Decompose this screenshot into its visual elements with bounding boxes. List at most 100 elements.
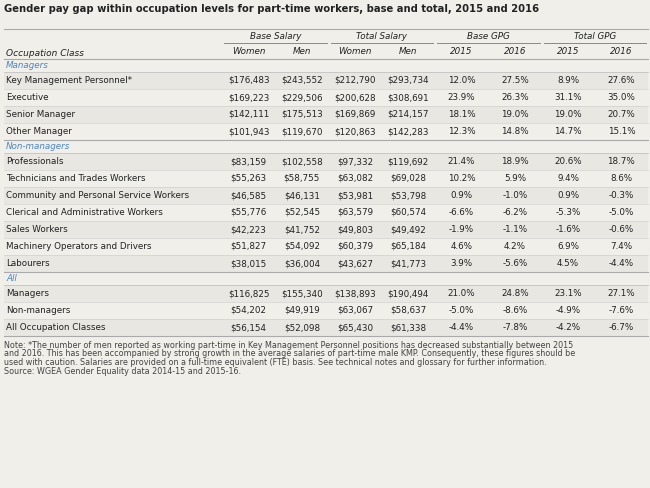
Text: $97,332: $97,332 — [337, 157, 373, 166]
Text: $38,015: $38,015 — [231, 259, 266, 268]
Text: 2016: 2016 — [610, 47, 632, 57]
Text: -4.4%: -4.4% — [609, 259, 634, 268]
Text: $43,627: $43,627 — [337, 259, 373, 268]
Text: $51,827: $51,827 — [231, 242, 266, 251]
Text: 10.2%: 10.2% — [448, 174, 475, 183]
Text: $190,494: $190,494 — [387, 289, 429, 298]
Text: 20.7%: 20.7% — [608, 110, 635, 119]
Text: 14.8%: 14.8% — [501, 127, 528, 136]
Text: $58,755: $58,755 — [283, 174, 320, 183]
Bar — [4, 106, 648, 123]
Text: Base GPG: Base GPG — [467, 32, 510, 41]
Text: -1.0%: -1.0% — [502, 191, 528, 200]
Text: Note: *The number of men reported as working part-time in Key Management Personn: Note: *The number of men reported as wor… — [4, 341, 573, 350]
Text: $200,628: $200,628 — [334, 93, 376, 102]
Text: Clerical and Administrative Workers: Clerical and Administrative Workers — [6, 208, 163, 217]
Text: $61,338: $61,338 — [390, 323, 426, 332]
Text: Labourers: Labourers — [6, 259, 49, 268]
Text: $243,552: $243,552 — [281, 76, 322, 85]
Text: Executive: Executive — [6, 93, 49, 102]
Text: 21.4%: 21.4% — [448, 157, 475, 166]
Text: $65,184: $65,184 — [391, 242, 426, 251]
Text: $53,798: $53,798 — [390, 191, 426, 200]
Text: $41,773: $41,773 — [390, 259, 426, 268]
Text: $46,131: $46,131 — [284, 191, 320, 200]
Text: $56,154: $56,154 — [231, 323, 266, 332]
Text: $175,513: $175,513 — [281, 110, 323, 119]
Text: Women: Women — [339, 47, 372, 57]
Text: $58,637: $58,637 — [390, 306, 426, 315]
Text: $169,869: $169,869 — [335, 110, 376, 119]
Text: Women: Women — [232, 47, 265, 57]
Text: $116,825: $116,825 — [228, 289, 269, 298]
Text: 8.9%: 8.9% — [557, 76, 579, 85]
Bar — [4, 255, 648, 272]
Bar — [4, 153, 648, 170]
Bar — [4, 72, 648, 89]
Text: $55,776: $55,776 — [231, 208, 266, 217]
Text: 2016: 2016 — [504, 47, 526, 57]
Text: $169,223: $169,223 — [228, 93, 269, 102]
Text: $155,340: $155,340 — [281, 289, 323, 298]
Text: 5.9%: 5.9% — [504, 174, 526, 183]
Text: Senior Manager: Senior Manager — [6, 110, 75, 119]
Text: 18.9%: 18.9% — [501, 157, 528, 166]
Text: $142,111: $142,111 — [228, 110, 269, 119]
Text: Occupation Class: Occupation Class — [6, 48, 84, 58]
Text: 26.3%: 26.3% — [501, 93, 528, 102]
Text: $229,506: $229,506 — [281, 93, 322, 102]
Text: 4.5%: 4.5% — [557, 259, 579, 268]
Text: -7.8%: -7.8% — [502, 323, 528, 332]
Text: $63,067: $63,067 — [337, 306, 373, 315]
Text: 27.5%: 27.5% — [501, 76, 528, 85]
Text: Non-managers: Non-managers — [6, 306, 70, 315]
Text: 35.0%: 35.0% — [608, 93, 635, 102]
Text: $101,943: $101,943 — [228, 127, 269, 136]
Text: $293,734: $293,734 — [387, 76, 429, 85]
Text: 8.6%: 8.6% — [610, 174, 632, 183]
Text: All Occupation Classes: All Occupation Classes — [6, 323, 105, 332]
Text: $41,752: $41,752 — [284, 225, 320, 234]
Text: 23.9%: 23.9% — [448, 93, 475, 102]
Text: 19.0%: 19.0% — [501, 110, 528, 119]
Text: -5.6%: -5.6% — [502, 259, 528, 268]
Text: $42,223: $42,223 — [231, 225, 266, 234]
Text: All: All — [6, 274, 17, 283]
Text: 14.7%: 14.7% — [554, 127, 582, 136]
Text: $60,574: $60,574 — [390, 208, 426, 217]
Text: Machinery Operators and Drivers: Machinery Operators and Drivers — [6, 242, 151, 251]
Text: Men: Men — [399, 47, 417, 57]
Bar — [4, 285, 648, 302]
Text: 2015: 2015 — [557, 47, 579, 57]
Text: -1.6%: -1.6% — [556, 225, 580, 234]
Text: 27.1%: 27.1% — [608, 289, 635, 298]
Text: 15.1%: 15.1% — [608, 127, 635, 136]
Text: $65,430: $65,430 — [337, 323, 373, 332]
Text: $53,981: $53,981 — [337, 191, 373, 200]
Text: -5.0%: -5.0% — [608, 208, 634, 217]
Text: -8.6%: -8.6% — [502, 306, 528, 315]
Text: -6.6%: -6.6% — [449, 208, 474, 217]
Text: -4.2%: -4.2% — [556, 323, 580, 332]
Text: $214,157: $214,157 — [387, 110, 429, 119]
Text: $49,919: $49,919 — [284, 306, 320, 315]
Text: -6.7%: -6.7% — [609, 323, 634, 332]
Text: Sales Workers: Sales Workers — [6, 225, 68, 234]
Text: Source: WGEA Gender Equality data 2014-15 and 2015-16.: Source: WGEA Gender Equality data 2014-1… — [4, 367, 241, 377]
Text: Base Salary: Base Salary — [250, 32, 301, 41]
Text: $46,585: $46,585 — [231, 191, 266, 200]
Text: $212,790: $212,790 — [334, 76, 376, 85]
Text: $52,545: $52,545 — [284, 208, 320, 217]
Text: $176,483: $176,483 — [227, 76, 270, 85]
Text: -5.0%: -5.0% — [449, 306, 474, 315]
Text: 4.6%: 4.6% — [450, 242, 473, 251]
Text: Managers: Managers — [6, 61, 49, 70]
Text: $120,863: $120,863 — [334, 127, 376, 136]
Text: -5.3%: -5.3% — [556, 208, 581, 217]
Text: Total GPG: Total GPG — [573, 32, 616, 41]
Text: 18.1%: 18.1% — [448, 110, 475, 119]
Text: $308,691: $308,691 — [387, 93, 429, 102]
Text: Professionals: Professionals — [6, 157, 64, 166]
Text: $63,579: $63,579 — [337, 208, 373, 217]
Text: 20.6%: 20.6% — [554, 157, 582, 166]
